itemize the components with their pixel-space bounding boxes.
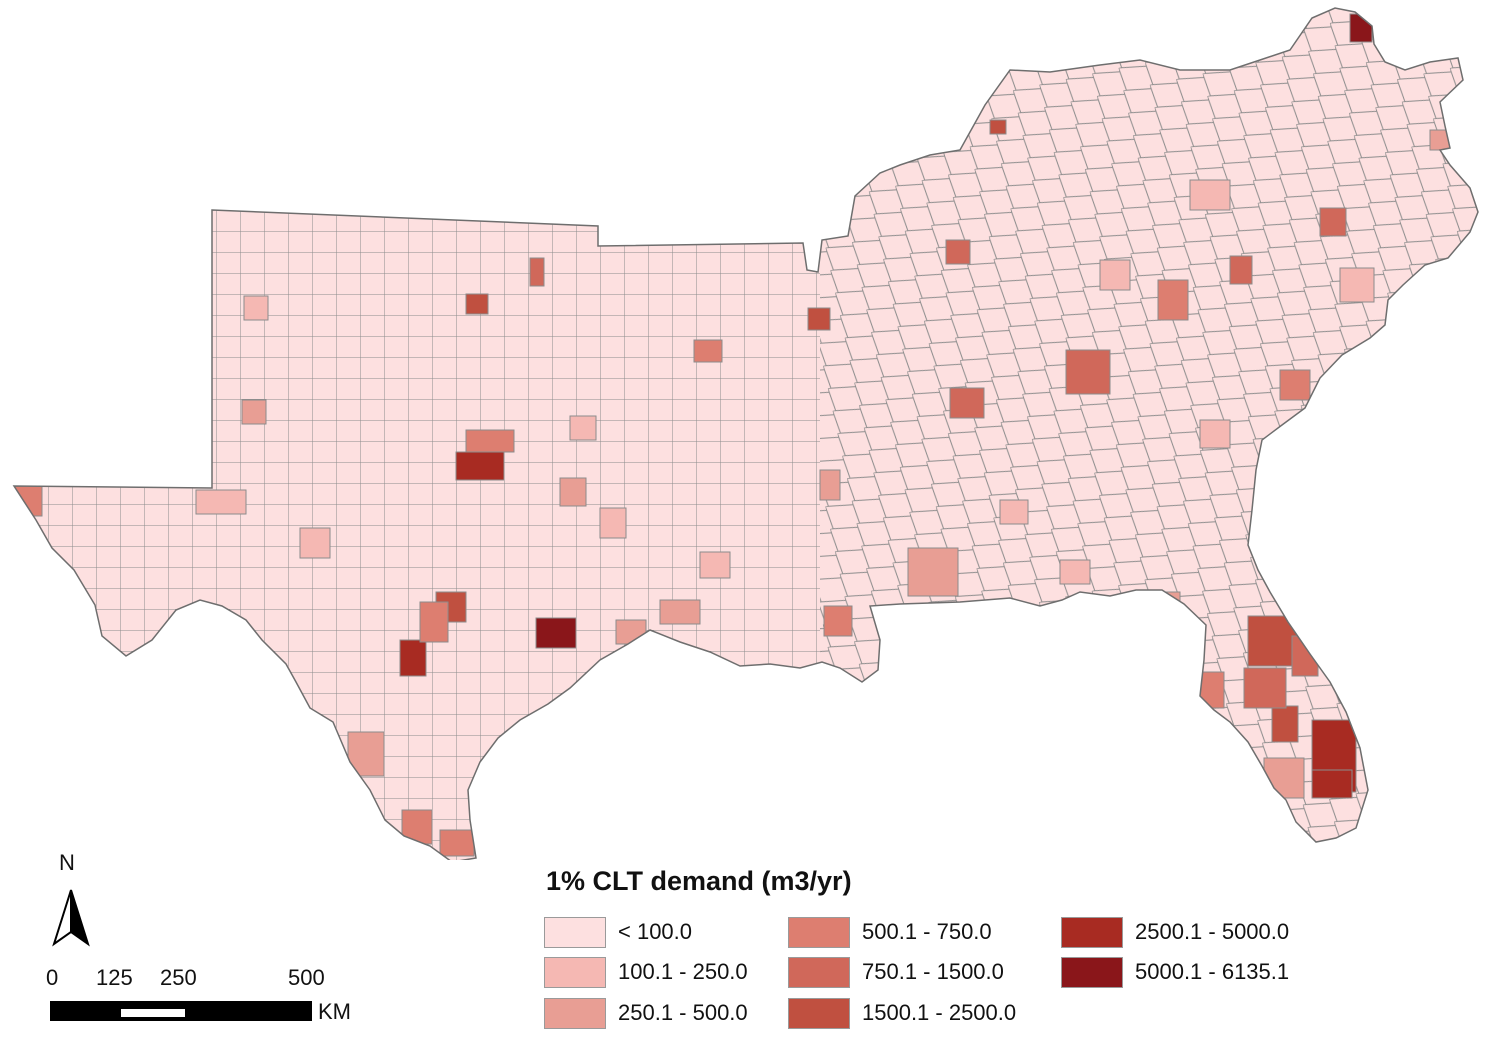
county-hotspot [819, 469, 841, 501]
county-hotspot [807, 307, 831, 331]
legend-item-4: 500.1 - 750.0 [788, 915, 992, 949]
county-hotspot [195, 489, 247, 515]
county-hotspot [455, 451, 505, 481]
county-hotspot [347, 731, 385, 777]
county-hotspot [949, 387, 985, 419]
legend-label: 1500.1 - 2500.0 [862, 1000, 1017, 1025]
county-hotspot [615, 619, 647, 645]
county-hotspot [693, 339, 723, 363]
legend-item-8: 5000.1 - 6135.1 [1061, 955, 1289, 989]
county-grid-east [820, 8, 1478, 860]
county-hotspot [299, 527, 331, 559]
legend-label: 750.1 - 1500.0 [862, 959, 1004, 984]
county-hotspot [14, 485, 43, 517]
county-hotspot [535, 617, 577, 649]
county-hotspot [465, 429, 515, 453]
legend-title: 1% CLT demand (m3/yr) [546, 866, 852, 896]
scale-bar: 0 125 250 500 KM [40, 965, 370, 1025]
legend-item-6: 1500.1 - 2500.0 [788, 996, 1016, 1030]
county-hotspot [559, 477, 587, 507]
county-hotspots [14, 13, 1451, 857]
scale-tick-125: 125 [96, 965, 133, 990]
county-hotspot [241, 399, 267, 425]
county-hotspot [999, 499, 1029, 525]
legend-swatch [544, 916, 606, 948]
county-hotspot [1229, 255, 1253, 285]
county-hotspot [439, 829, 475, 857]
county-hotspot [1065, 349, 1111, 395]
county-hotspot [1291, 635, 1319, 677]
scale-tick-0: 0 [46, 965, 59, 990]
legend-label: 5000.1 - 6135.1 [1135, 959, 1290, 984]
county-hotspot [907, 547, 959, 597]
county-hotspot [1157, 279, 1189, 321]
legend-swatch [1061, 956, 1123, 988]
county-hotspot [243, 295, 269, 321]
county-hotspot [1263, 757, 1305, 799]
legend-label: 100.1 - 250.0 [618, 959, 748, 984]
legend-swatch [544, 997, 606, 1029]
legend-label: 500.1 - 750.0 [862, 919, 992, 944]
county-hotspot [419, 601, 449, 643]
legend-swatch [544, 956, 606, 988]
county-hotspot [1349, 13, 1373, 43]
county-hotspot [401, 809, 433, 845]
county-hotspot [465, 293, 489, 315]
county-hotspot [659, 599, 701, 625]
county-hotspot [569, 415, 597, 441]
legend-swatch [788, 956, 850, 988]
legend-swatch [788, 916, 850, 948]
legend-item-2: 100.1 - 250.0 [544, 955, 748, 989]
north-label: N [59, 850, 75, 875]
county-hotspot [1099, 259, 1131, 291]
county-hotspot [1271, 705, 1299, 743]
county-hotspot [1243, 667, 1287, 709]
legend-swatch [788, 997, 850, 1029]
county-hotspot [1189, 179, 1231, 211]
legend-item-5: 750.1 - 1500.0 [788, 955, 1004, 989]
scale-unit: KM [318, 999, 351, 1024]
legend-label: < 100.0 [618, 919, 693, 944]
scale-bar-graphic [50, 1001, 312, 1021]
scale-tick-500: 500 [288, 965, 325, 990]
legend-label: 2500.1 - 5000.0 [1135, 919, 1290, 944]
county-hotspot [989, 119, 1007, 135]
county-hotspot [1319, 207, 1347, 237]
north-arrow-icon [52, 889, 90, 947]
legend-item-1: < 100.0 [544, 915, 692, 949]
legend-item-7: 2500.1 - 5000.0 [1061, 915, 1289, 949]
legend-swatch [1061, 916, 1123, 948]
county-hotspot [399, 639, 427, 677]
county-hotspot [945, 239, 971, 265]
county-hotspot [699, 551, 731, 579]
county-hotspot [823, 605, 853, 637]
county-hotspot [1279, 369, 1311, 401]
county-hotspot [599, 507, 627, 539]
county-hotspot [1311, 769, 1353, 799]
county-hotspot [1339, 267, 1375, 303]
county-hotspot [529, 257, 545, 287]
legend: 1% CLT demand (m3/yr) < 100.0 100.1 - 25… [540, 862, 1340, 1032]
legend-item-3: 250.1 - 500.0 [544, 996, 748, 1030]
legend-label: 250.1 - 500.0 [618, 1000, 748, 1025]
county-hotspot [1199, 419, 1231, 449]
county-hotspot [1059, 559, 1091, 585]
county-map [13, 7, 1479, 860]
county-grid-west [14, 8, 820, 860]
scale-tick-250: 250 [160, 965, 197, 990]
